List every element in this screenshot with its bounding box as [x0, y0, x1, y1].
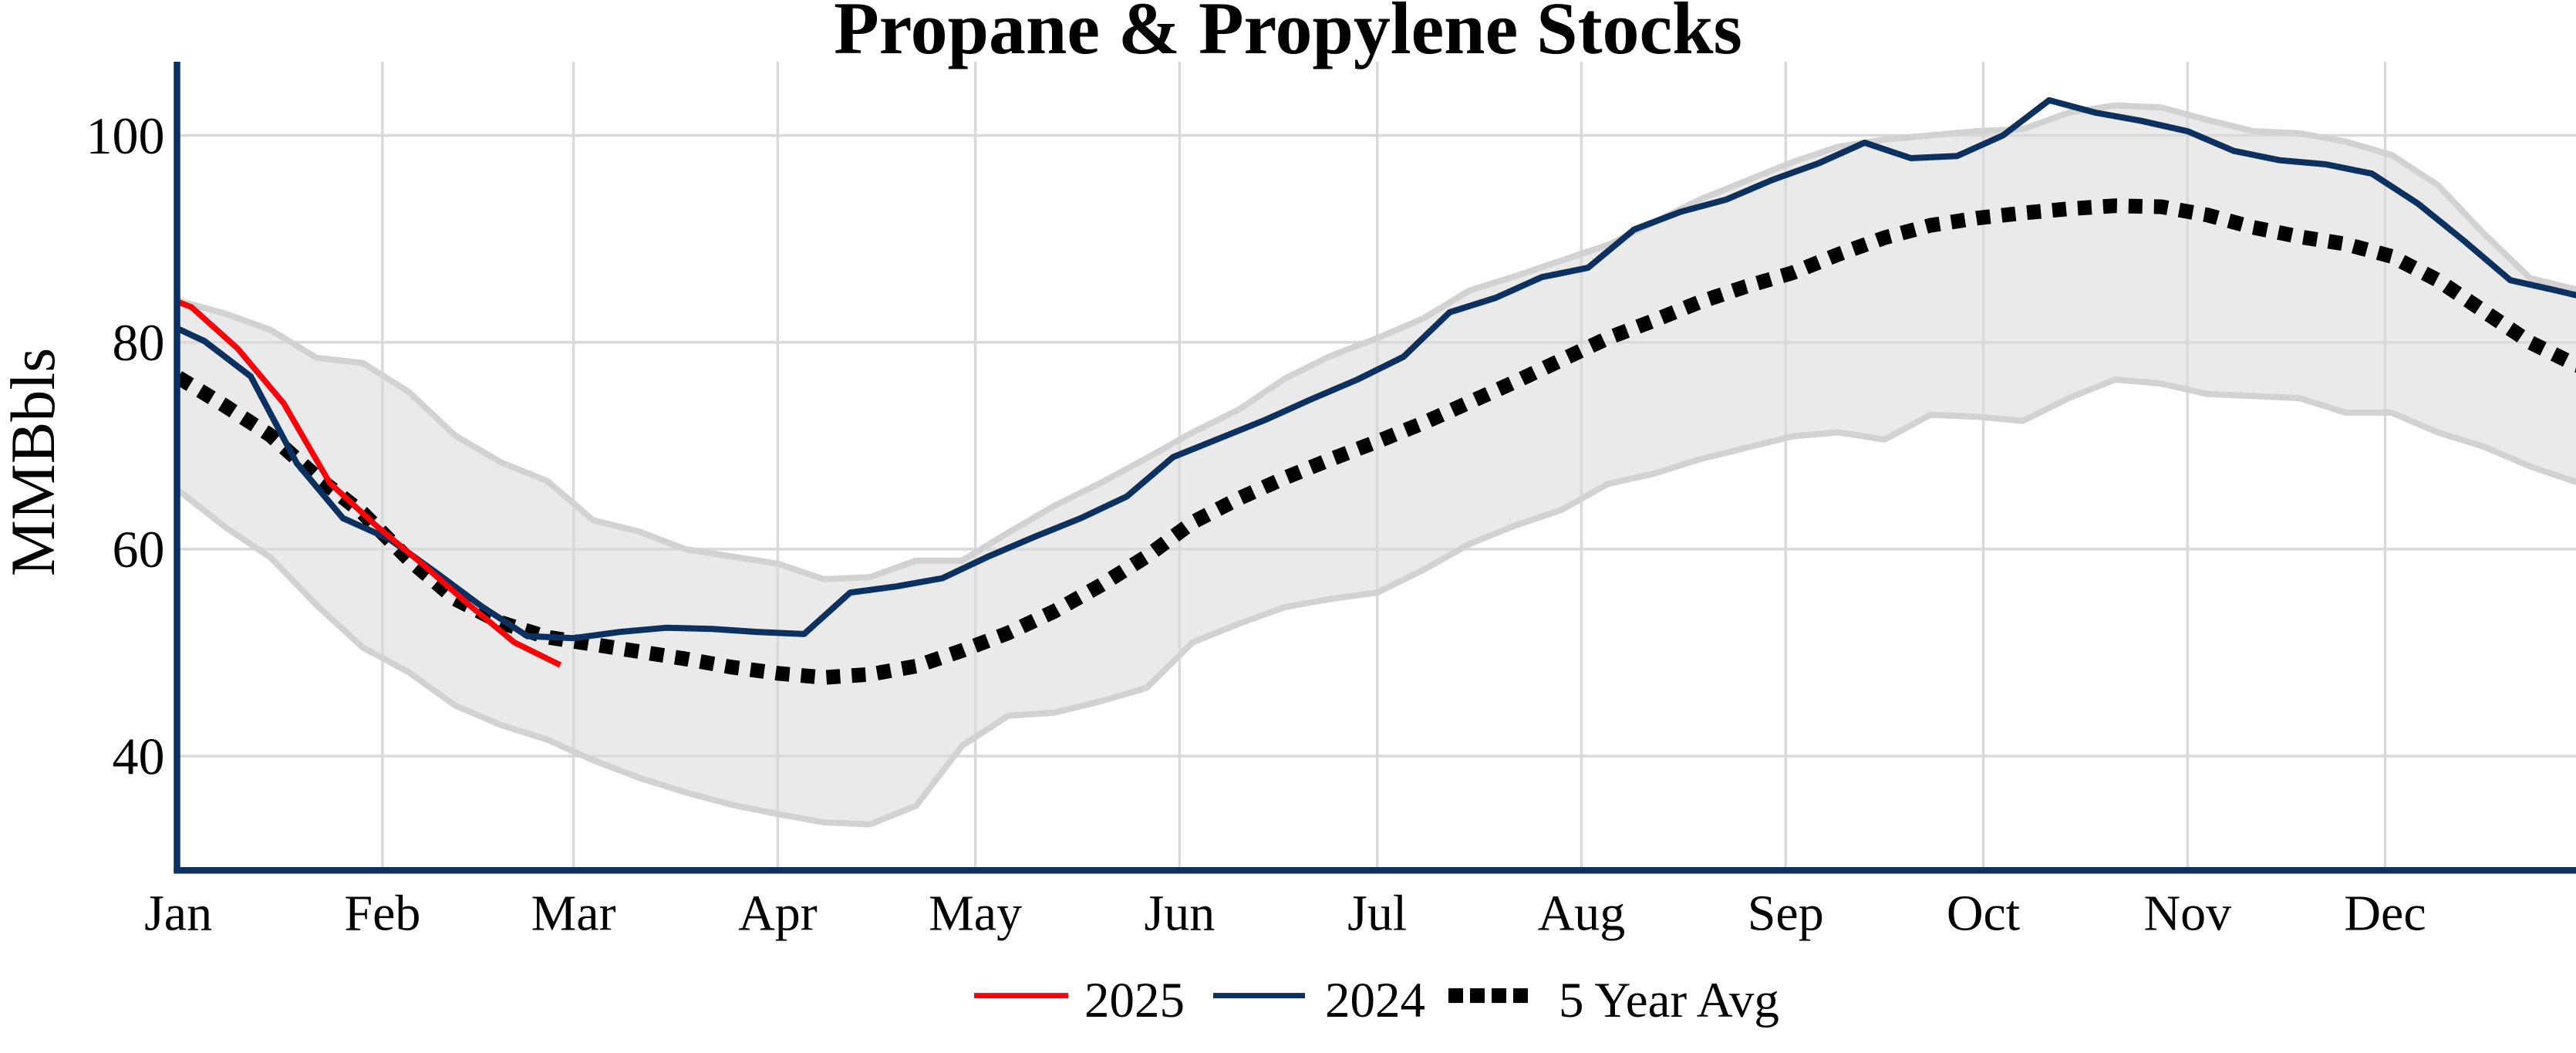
svg-text:60: 60: [113, 520, 165, 579]
svg-text:MMBbls: MMBbls: [0, 348, 68, 576]
svg-text:Jun: Jun: [1145, 886, 1216, 942]
svg-text:Dec: Dec: [2344, 886, 2426, 942]
svg-text:5 Year Avg: 5 Year Avg: [1559, 973, 1779, 1028]
svg-text:Apr: Apr: [738, 886, 818, 942]
svg-text:May: May: [929, 886, 1022, 942]
svg-text:Oct: Oct: [1947, 886, 2020, 942]
svg-text:100: 100: [86, 106, 165, 165]
svg-text:Jan: Jan: [144, 886, 212, 942]
svg-text:Jul: Jul: [1347, 886, 1407, 942]
svg-text:Nov: Nov: [2143, 886, 2231, 942]
svg-text:80: 80: [113, 313, 165, 372]
svg-text:Propane & Propylene Stocks: Propane & Propylene Stocks: [834, 0, 1742, 69]
svg-text:Mar: Mar: [531, 886, 616, 942]
svg-text:2025: 2025: [1084, 973, 1185, 1028]
svg-text:40: 40: [113, 727, 165, 785]
svg-text:Feb: Feb: [344, 886, 420, 942]
svg-text:Aug: Aug: [1538, 886, 1626, 942]
svg-text:2024: 2024: [1325, 973, 1425, 1028]
svg-text:Sep: Sep: [1748, 886, 1824, 942]
